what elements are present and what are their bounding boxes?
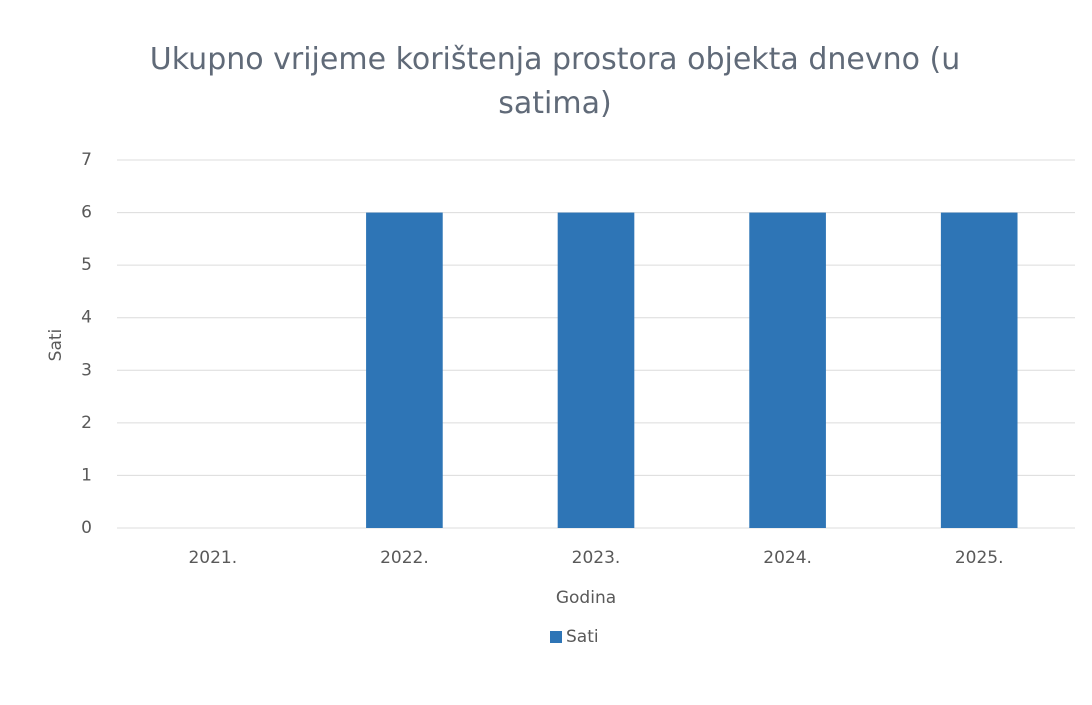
x-axis-label: Godina <box>556 588 616 608</box>
bar <box>940 212 1018 529</box>
y-axis-label: Sati <box>46 329 66 362</box>
y-tick-label: 4 <box>81 308 92 328</box>
x-tick-label: 2021. <box>188 548 237 568</box>
legend-swatch <box>550 631 562 643</box>
y-tick-label: 7 <box>81 150 92 170</box>
bar <box>557 212 635 529</box>
x-tick-label: 2024. <box>763 548 812 568</box>
y-tick-label: 1 <box>81 465 92 485</box>
y-tick-label: 5 <box>81 255 92 275</box>
bar <box>366 212 443 529</box>
bar <box>749 212 826 529</box>
y-tick-label: 2 <box>81 413 92 433</box>
chart-title: Ukupno vrijeme korištenja prostora objek… <box>149 42 961 121</box>
y-tick-label: 0 <box>81 518 92 538</box>
x-tick-label: 2022. <box>380 548 429 568</box>
y-tick-label: 3 <box>81 360 92 380</box>
x-tick-label: 2023. <box>572 548 621 568</box>
legend-label: Sati <box>566 627 599 647</box>
x-tick-label: 2025. <box>955 548 1004 568</box>
y-tick-label: 6 <box>81 203 92 223</box>
